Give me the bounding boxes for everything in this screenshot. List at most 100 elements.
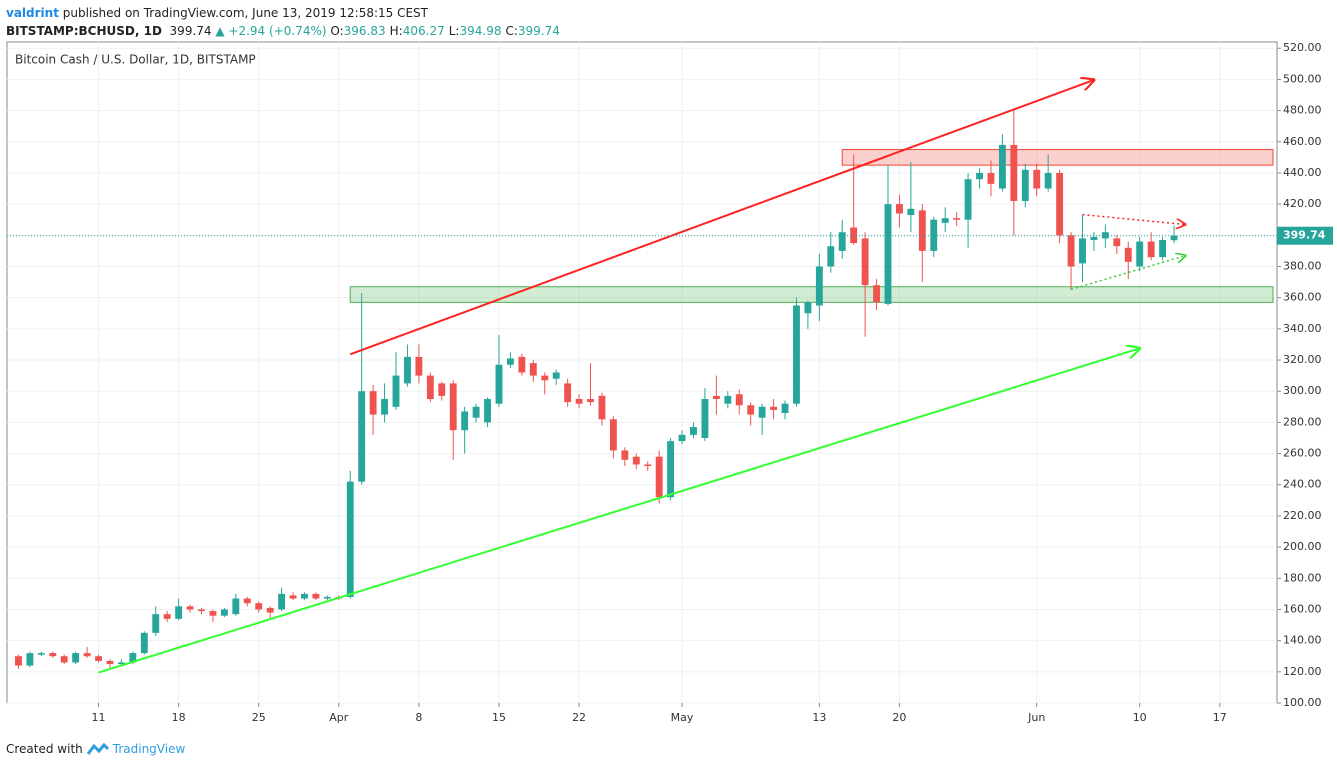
x-tick-label: May: [671, 711, 694, 724]
candle-body: [609, 419, 617, 451]
candle-body: [37, 653, 45, 655]
y-tick-label: 300.00: [1283, 384, 1322, 397]
candle-body: [472, 406, 480, 418]
candle-body: [644, 464, 652, 467]
candle-body: [690, 427, 697, 435]
candle-body: [163, 614, 171, 619]
y-tick-label: 460.00: [1283, 135, 1322, 148]
chart-title: Bitcoin Cash / U.S. Dollar, 1D, BITSTAMP: [15, 53, 256, 67]
candle-body: [289, 595, 297, 599]
candle-body: [60, 656, 68, 663]
candle-body: [621, 450, 629, 460]
publish-line: valdrint published on TradingView.com, J…: [6, 4, 564, 22]
x-tick-label: Apr: [329, 711, 349, 724]
candle-body: [186, 606, 194, 610]
ohlc-value: 396.83: [343, 24, 386, 38]
candle-body: [552, 372, 560, 379]
candle-body: [747, 405, 755, 415]
ohlc-value: 399.74: [517, 24, 560, 38]
y-tick-label: 140.00: [1283, 634, 1322, 647]
candle-body: [918, 210, 926, 251]
candle-body: [1147, 241, 1155, 258]
candle-body: [1010, 144, 1018, 202]
candle-body: [564, 383, 572, 403]
candle-body: [781, 403, 789, 414]
x-tick-label: 25: [252, 711, 266, 724]
candle-body: [518, 356, 526, 373]
trend-line: [1082, 213, 1185, 225]
x-tick-label: Jun: [1027, 711, 1045, 724]
candle-body: [701, 399, 709, 438]
ohlc-value: 394.98: [459, 24, 502, 38]
candle-body: [632, 456, 640, 465]
candle-body: [575, 399, 583, 404]
candle-body: [1124, 247, 1132, 262]
candle-body: [49, 653, 57, 657]
x-tick-label: 8: [415, 711, 422, 724]
candle-body: [461, 411, 469, 431]
y-tick-label: 420.00: [1283, 197, 1322, 210]
candle-body: [964, 179, 972, 220]
candle-body: [495, 364, 503, 404]
candle-body: [770, 406, 778, 410]
candle-body: [129, 653, 137, 663]
candle-body: [346, 481, 354, 597]
y-tick-label: 380.00: [1283, 259, 1322, 272]
candle-body: [541, 375, 549, 381]
y-tick-label: 360.00: [1283, 291, 1322, 304]
candle-body: [758, 406, 766, 418]
candle-body: [987, 172, 995, 184]
candle-body: [323, 596, 331, 599]
candle-body: [243, 598, 251, 604]
candle-body: [735, 394, 743, 406]
candle-body: [861, 238, 869, 286]
zone: [349, 286, 1274, 303]
x-tick-label: 15: [492, 711, 506, 724]
y-tick-label: 480.00: [1283, 104, 1322, 117]
candle-body: [95, 656, 102, 661]
candle-body: [930, 219, 938, 251]
y-tick-label: 120.00: [1283, 665, 1322, 678]
candle-body: [1044, 172, 1052, 189]
last: 399.74: [169, 24, 212, 38]
candle-body: [1159, 239, 1167, 258]
candle-body: [655, 456, 663, 498]
candle-body: [175, 606, 183, 619]
candle-body: [1136, 241, 1144, 267]
candle-body: [1021, 169, 1029, 202]
candle-body: [106, 660, 114, 665]
candle-body: [72, 653, 80, 663]
candle-body: [220, 609, 228, 616]
last-price-box: [1277, 226, 1333, 245]
logo: [86, 742, 109, 755]
candle-body: [998, 144, 1006, 189]
candle-body: [678, 434, 686, 442]
trend-line: [98, 348, 1140, 674]
candle-body: [301, 593, 308, 599]
y-tick-label: 240.00: [1283, 478, 1322, 491]
candle-body: [884, 204, 892, 304]
y-tick-label: 100.00: [1283, 696, 1322, 709]
candle-body: [140, 632, 148, 654]
candle-body: [1113, 238, 1121, 247]
candle-body: [1056, 172, 1064, 236]
published: published on TradingView.com, June 13, 2…: [62, 6, 428, 20]
candle-body: [369, 391, 377, 415]
x-tick-label: 18: [172, 711, 186, 724]
candle-body: [873, 285, 880, 303]
candle-body: [1170, 235, 1178, 241]
y-tick-label: 180.00: [1283, 571, 1322, 584]
y-tick-label: 280.00: [1283, 415, 1322, 428]
publisher: valdrint: [6, 6, 59, 20]
candle-body: [724, 395, 732, 404]
candle-body: [266, 607, 274, 613]
candle-body: [312, 593, 320, 599]
candle-body: [198, 609, 205, 612]
trend-line: [349, 80, 1094, 356]
candle-body: [838, 232, 846, 251]
candle-body: [1033, 169, 1041, 189]
candle-body: [1090, 236, 1098, 240]
quote-line: BITSTAMP:BCHUSD, 1D 399.74 ▲ +2.94 (+0.7…: [6, 22, 564, 40]
y-tick-label: 200.00: [1283, 540, 1322, 553]
candle-body: [953, 218, 961, 220]
